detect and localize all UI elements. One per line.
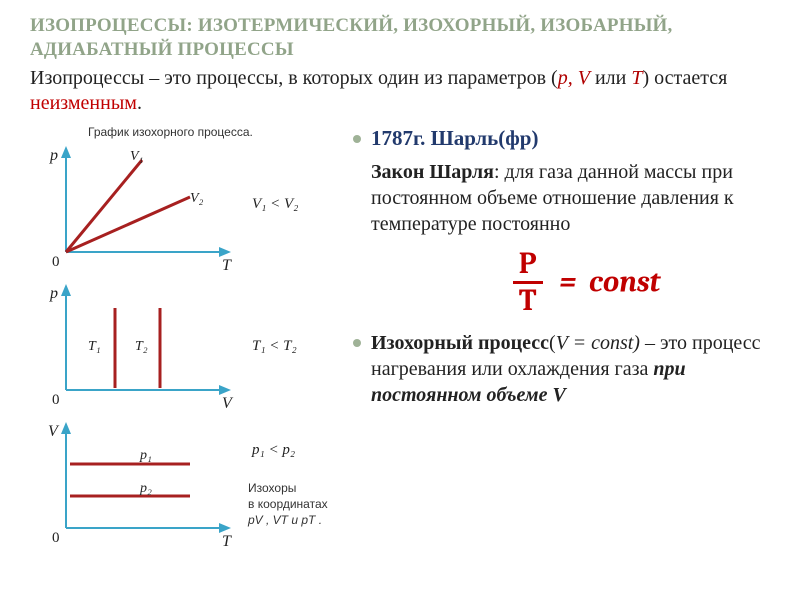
iso-paren-open: ( [549, 332, 556, 354]
law-name: Закон Шарля [371, 161, 494, 183]
axis-p-2: p [49, 285, 58, 302]
content-column: 1787г. Шарль(фр) Закон Шарля: для газа д… [353, 122, 770, 552]
intro-pv: p, V [558, 67, 590, 89]
slide-title: ИЗОПРОЦЕССЫ: ИЗОТЕРМИЧЕСКИЙ, ИЗОХОРНЫЙ, … [30, 14, 770, 62]
caption-top: График изохорного процесса. [88, 125, 253, 139]
formula: P T = const [399, 249, 770, 316]
zero-1: 0 [52, 254, 60, 270]
bullet-icon [353, 339, 361, 347]
isochoric-text: Изохорный процесс(V = const) – это проце… [371, 330, 770, 408]
isochoric-diagrams: График изохорного процесса. p T 0 V₁ V₂ [30, 122, 335, 552]
label-p2: p₂ [139, 481, 152, 496]
rel-t: T₁ < T₂ [252, 338, 297, 354]
formula-den: T [513, 284, 543, 316]
formula-const: const [589, 264, 660, 299]
axis-p-1: p [49, 147, 58, 164]
law-text: Закон Шарля: для газа данной массы при п… [371, 159, 770, 237]
axis-V-2: V [222, 395, 234, 412]
intro-or: или [590, 67, 631, 89]
axis-T-3: T [222, 533, 232, 550]
iso-name: Изохорный процесс [371, 332, 549, 354]
intro-b: ) остается [642, 67, 727, 89]
rel-v: V₁ < V₂ [252, 196, 298, 212]
intro-text: Изопроцессы – это процессы, в которых од… [30, 66, 770, 116]
axis-T-1: T [222, 257, 232, 274]
year-author: 1787г. Шарль(фр) [371, 126, 538, 151]
diagrams-column: График изохорного процесса. p T 0 V₁ V₂ [30, 122, 335, 552]
intro-unchanged: неизменным [30, 92, 137, 114]
intro-dot: . [137, 92, 142, 114]
label-v2: V₂ [190, 191, 204, 206]
intro-a: Изопроцессы – это процессы, в которых од… [30, 67, 558, 89]
iso-v-eq: V = const) [556, 332, 640, 354]
axis-V-3: V [48, 423, 60, 440]
formula-num: P [513, 249, 543, 284]
bullet-icon [353, 135, 361, 143]
rel-p: p₁ < p₂ [251, 442, 295, 458]
label-v1: V₁ [130, 149, 143, 164]
label-p1: p₁ [139, 448, 152, 463]
caption-bot-3: pV , VT и pT . [247, 513, 322, 527]
zero-2: 0 [52, 392, 60, 408]
label-t1: T₁ [88, 339, 101, 354]
intro-t: T [631, 67, 642, 89]
label-t2: T₂ [135, 339, 148, 354]
formula-eq: = [559, 264, 576, 299]
zero-3: 0 [52, 530, 60, 546]
caption-bot-2: в координатах [248, 497, 328, 511]
caption-bot-1: Изохоры [248, 481, 296, 495]
